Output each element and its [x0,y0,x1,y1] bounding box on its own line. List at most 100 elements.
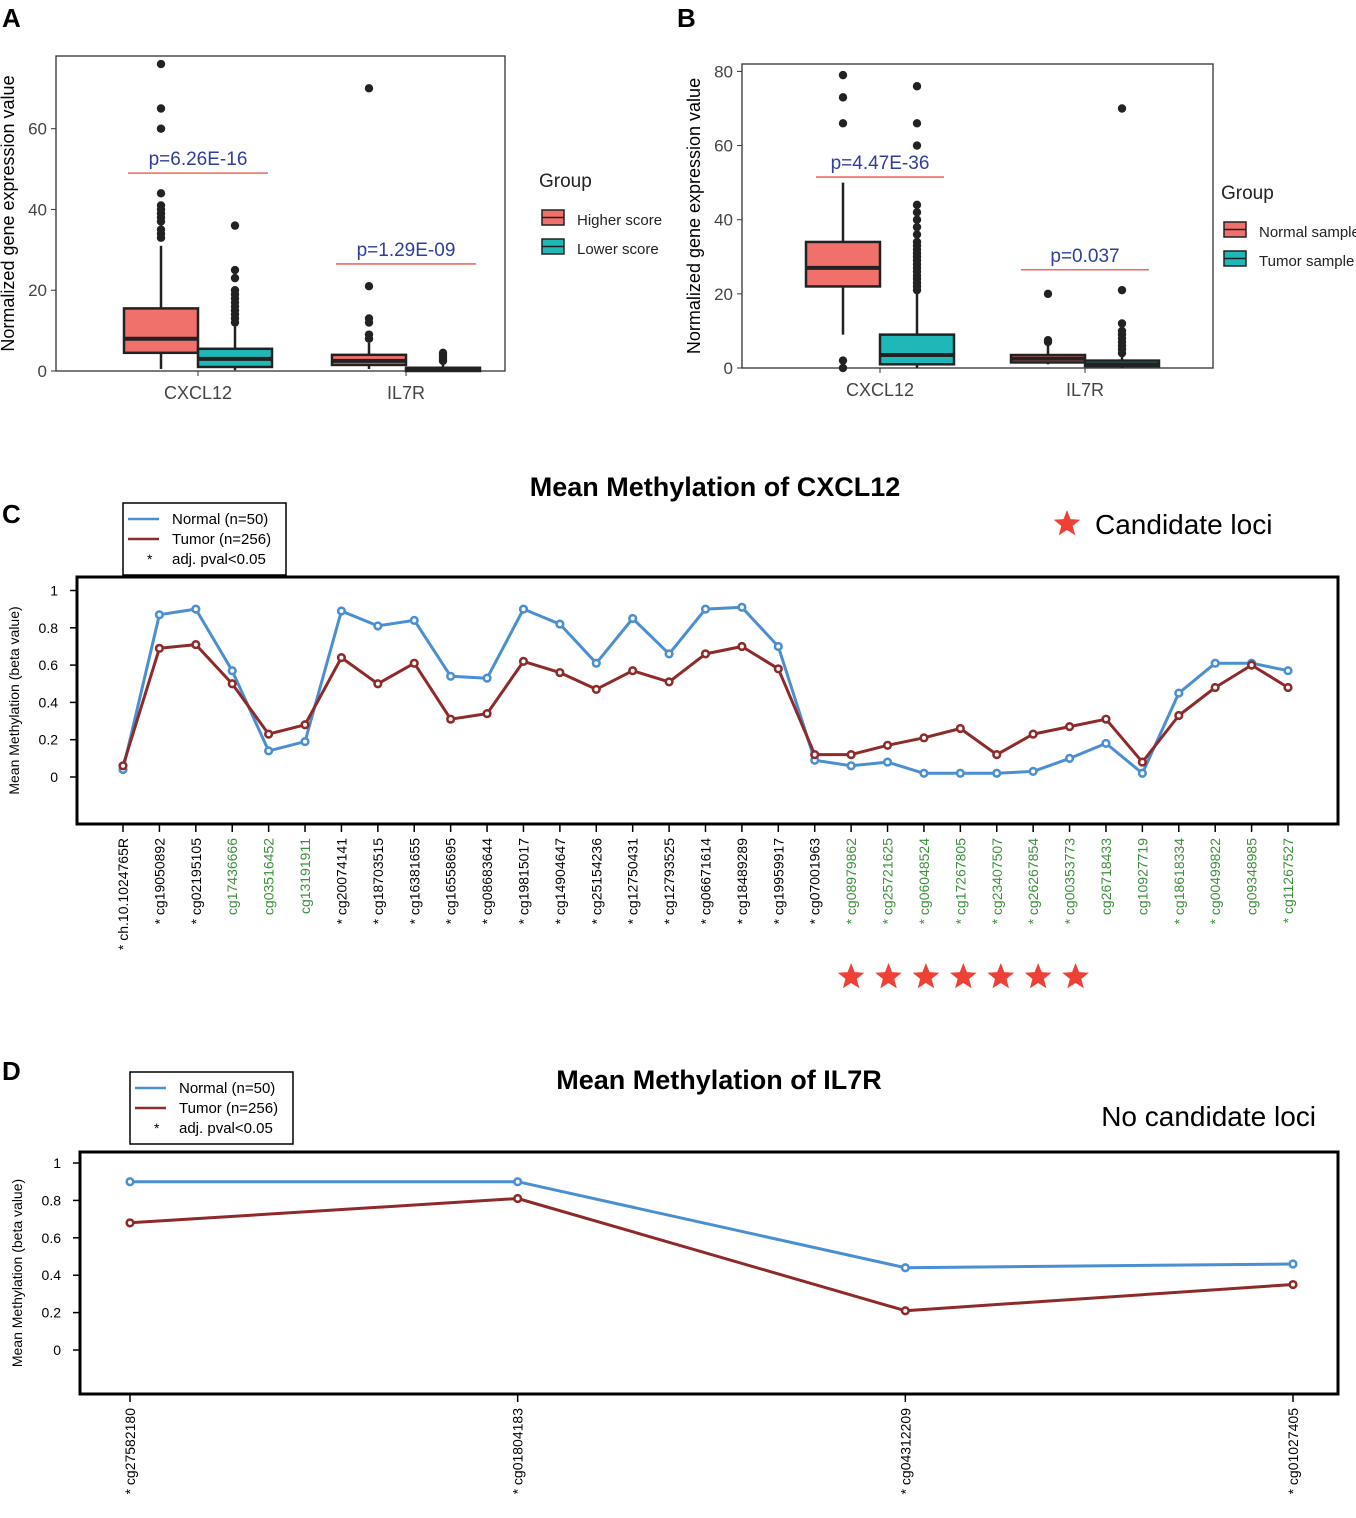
data-point [919,768,929,778]
p-value-label: p=1.29E-09 [357,240,456,261]
p-value-label: p=0.037 [1050,246,1119,267]
y-tick-label: 20 [714,285,733,304]
x-tick-label: * cg19050892 [151,838,167,925]
y-tick-label: 0.6 [39,657,59,673]
outlier-point [156,59,166,69]
data-point [125,1218,135,1228]
candidate-star [1024,963,1052,989]
no-candidate-note: No candidate loci [1101,1101,1316,1132]
legend-entry: Normal (n=50) [179,1080,275,1097]
data-point [227,666,237,676]
y-tick-label: 0.8 [42,1192,62,1208]
data-point [118,761,128,771]
x-tick-label: * cg06048524 [916,838,932,925]
y-tick-label: 0 [38,362,47,381]
plot-frame [78,1150,1340,1396]
data-point [1288,1259,1298,1269]
outlier-point [230,265,240,275]
data-point [409,658,419,668]
y-tick-label: 60 [28,120,47,139]
x-tick-label: * cg08979862 [843,838,859,925]
legend-star-marker: * [147,551,153,567]
x-tick-label: IL7R [1066,380,1104,400]
outlier-point [230,286,240,295]
outlier-point [912,237,922,247]
outlier-point [912,200,922,210]
legend-candidate-star [1053,510,1081,536]
y-axis-label: Mean Methylation (beta value) [6,606,22,794]
x-tick-label: * cg11267527 [1280,838,1296,924]
y-tick-label: 40 [714,211,733,230]
x-tick-label: * cg04312209 [897,1408,913,1495]
x-tick-label: cg26718433 [1098,838,1114,915]
data-point [373,679,383,689]
outlier-point [364,281,374,291]
p-value-label: p=6.26E-16 [149,149,248,170]
x-tick-label: * cg01804183 [510,1408,526,1495]
x-tick-label: * cg26267854 [1025,838,1041,925]
data-point [227,679,237,689]
data-point [919,733,929,743]
box [122,307,200,355]
data-point [900,1263,910,1273]
x-tick-label: * cg08683644 [479,838,495,925]
candidate-star [912,963,940,989]
data-point [1283,682,1293,693]
data-point [555,667,565,678]
candidate-star [987,963,1015,989]
x-tick-label: * cg17267805 [952,838,968,925]
x-tick-label: * cg07001963 [807,838,823,925]
panelA: A 0 20 40 60 Normalized gene expression value… [0,3,662,403]
x-tick-label: cg17436666 [224,838,240,915]
data-point [555,619,565,629]
outlier-point [838,363,848,373]
legend-entry: Tumor (n=256) [179,1100,278,1117]
outlier-point [912,141,922,150]
y-tick-label: 0.2 [39,732,59,748]
x-tick-label: * cg20074141 [333,838,349,925]
legend-entry: Normal (n=50) [172,511,268,528]
y-tick-label: 0.4 [39,694,59,710]
data-point [737,602,747,612]
data-point [336,606,347,616]
x-tick-label: * cg19815017 [515,838,531,925]
data-point [664,677,674,687]
outlier-point [838,93,848,102]
x-tick-label: * cg00499822 [1207,838,1223,925]
candidate-loci-legend: Candidate loci [1095,509,1272,540]
y-tick-label: 0.6 [42,1230,62,1246]
outlier-point [838,70,848,80]
data-point [1210,682,1220,693]
x-tick-label: * cg23407507 [989,838,1005,925]
data-point [846,761,856,771]
series-line [129,1197,1294,1313]
x-tick-label: * cg02195105 [188,838,204,925]
data-point [882,757,893,767]
data-point [591,658,601,668]
data-point [191,604,201,614]
chart-title: Mean Methylation of IL7R [556,1065,882,1095]
outlier-point [1117,326,1127,336]
legend-star-marker: * [154,1120,160,1136]
outlier-point [438,348,448,358]
outlier-point [1117,319,1127,328]
data-point [1101,714,1111,724]
data-point [1064,753,1075,763]
x-tick-label: * cg27582180 [122,1408,138,1495]
y-tick-label: 1 [53,1155,61,1171]
legend-title: Group [1221,183,1274,204]
data-point [518,656,529,666]
x-tick-label: cg03516452 [261,838,277,915]
series-line [130,1180,1294,1270]
outlier-point [1117,285,1127,295]
data-point [154,610,165,620]
y-tick-label: 1 [50,583,58,599]
legend-entry: Lower score [577,241,659,258]
legend-entry: adj. pval<0.05 [179,1120,273,1137]
outlier-point [364,330,374,339]
x-tick-label: * cg25721625 [880,838,896,925]
x-tick-label: CXCL12 [164,383,232,403]
x-tick-label: * cg00353773 [1062,838,1078,925]
candidate-star [1062,963,1089,989]
